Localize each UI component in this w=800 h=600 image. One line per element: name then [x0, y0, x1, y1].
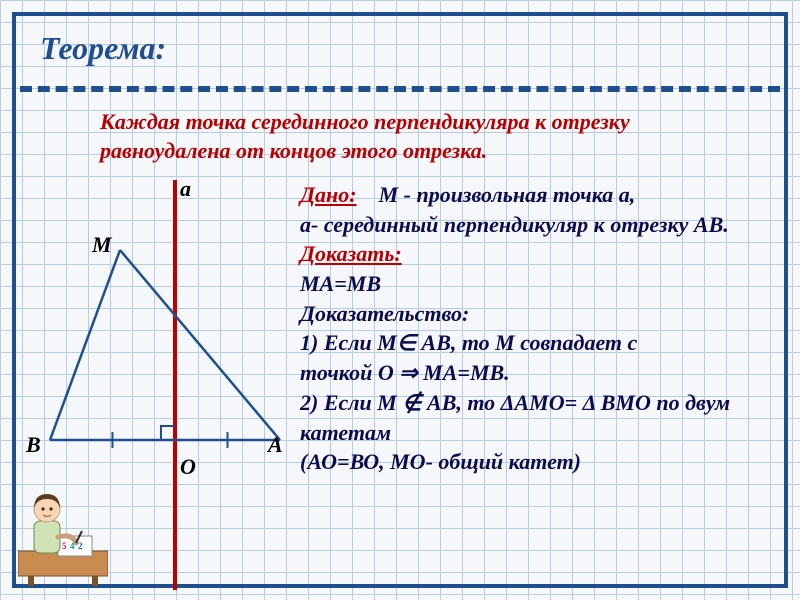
svg-text:2: 2 [78, 541, 83, 551]
proof-line-2: точкой О ⇒ МА=МВ. [300, 360, 510, 385]
dano-label: Дано: [300, 182, 357, 207]
dashed-separator [20, 86, 780, 92]
proof-heading: Доказательство: [300, 301, 469, 326]
theorem-statement: Каждая точка серединного перпендикуляра … [100, 108, 730, 165]
label-M: М [92, 232, 112, 258]
student-illustration: 5 4 2 [18, 491, 108, 586]
label-O: О [180, 454, 196, 480]
label-B: В [26, 432, 41, 458]
proof-text: Дано: М - произвольная точка а, а- серед… [300, 180, 780, 477]
dokazat-label: Доказать: [300, 241, 402, 266]
dano-text-2: а- серединный перпендикуляр к отрезку АВ… [300, 212, 729, 237]
geometry-diagram: а М В О А [20, 170, 300, 490]
dano-text-1: М - произвольная точка а, [379, 182, 636, 207]
proof-line-4: (АО=ВО, МО- общий катет) [300, 449, 581, 474]
dokazat-text: МА=МВ [300, 271, 381, 296]
theorem-title: Теорема: [40, 30, 166, 67]
proof-line-1: 1) Если М∈ АВ, то М совпадает с [300, 330, 637, 355]
proof-line-3: 2) Если М ∉ АВ, то ΔАМО= Δ ВМО по двум к… [300, 390, 730, 445]
svg-text:5: 5 [62, 541, 67, 551]
label-A: А [268, 432, 283, 458]
label-a-line: а [180, 176, 191, 202]
